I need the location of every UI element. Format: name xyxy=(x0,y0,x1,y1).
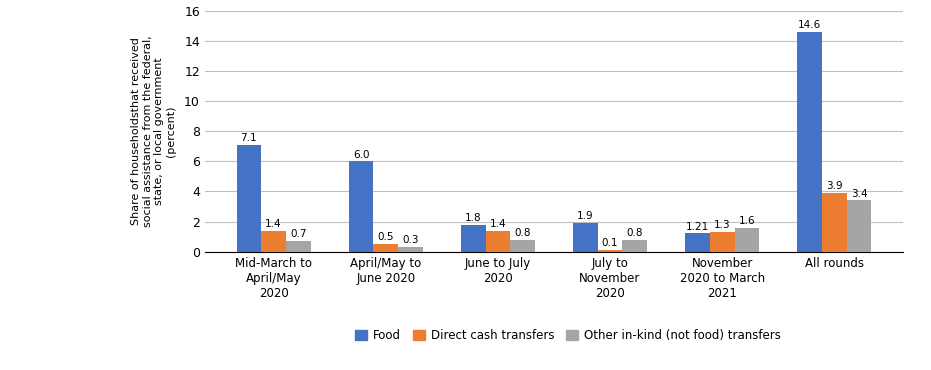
Bar xyxy=(262,231,286,252)
Text: 1.21: 1.21 xyxy=(686,222,709,232)
Text: 1.9: 1.9 xyxy=(577,211,594,221)
Y-axis label: Share of householdsthat received
social assistance from the federal,
state, or l: Share of householdsthat received social … xyxy=(131,36,176,227)
Bar xyxy=(709,232,735,252)
Bar xyxy=(373,244,398,252)
Text: 14.6: 14.6 xyxy=(798,20,821,30)
Bar xyxy=(822,193,846,252)
Bar xyxy=(486,231,510,252)
Text: 3.9: 3.9 xyxy=(826,181,843,191)
Bar xyxy=(685,233,709,252)
Text: 1.8: 1.8 xyxy=(465,213,481,223)
Text: 7.1: 7.1 xyxy=(240,133,257,143)
Bar xyxy=(236,145,262,252)
Bar xyxy=(598,250,622,252)
Bar xyxy=(461,225,486,252)
Bar xyxy=(797,32,822,252)
Bar xyxy=(573,223,598,252)
Text: 0.3: 0.3 xyxy=(402,235,419,245)
Bar xyxy=(510,240,535,252)
Text: 0.7: 0.7 xyxy=(290,229,306,239)
Text: 0.8: 0.8 xyxy=(627,228,643,238)
Bar xyxy=(398,247,423,252)
Text: 0.5: 0.5 xyxy=(377,232,394,242)
Legend: Food, Direct cash transfers, Other in-kind (not food) transfers: Food, Direct cash transfers, Other in-ki… xyxy=(351,324,785,347)
Bar xyxy=(735,228,759,252)
Text: 0.1: 0.1 xyxy=(601,238,618,248)
Bar xyxy=(622,240,647,252)
Text: 3.4: 3.4 xyxy=(851,189,868,199)
Bar xyxy=(286,241,311,252)
Bar xyxy=(846,201,871,252)
Bar xyxy=(349,161,373,252)
Text: 1.6: 1.6 xyxy=(738,216,755,226)
Text: 6.0: 6.0 xyxy=(353,149,370,159)
Text: 1.3: 1.3 xyxy=(714,220,731,230)
Text: 1.4: 1.4 xyxy=(490,219,506,229)
Text: 0.8: 0.8 xyxy=(514,228,531,238)
Text: 1.4: 1.4 xyxy=(265,219,282,229)
